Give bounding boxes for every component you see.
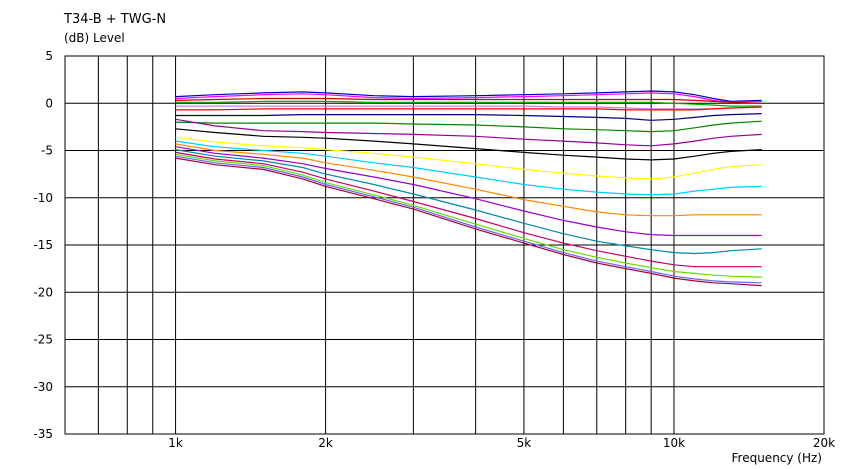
y-tick-label: -15 [33,238,53,252]
series-line-16 [175,151,762,268]
x-tick-label: 5k [517,436,532,450]
series-line-3 [175,97,762,104]
series-line-12 [175,140,762,196]
y-tick-label: 0 [45,96,53,110]
series-line-13 [175,143,762,217]
y-tick-label: -35 [33,427,53,441]
series-line-14 [175,146,762,237]
series-line-8 [175,120,762,133]
y-axis-label: (dB) Level [64,31,125,45]
y-tick-label: -30 [33,380,53,394]
y-tick-label: 5 [45,49,53,63]
series-line-11 [175,136,762,180]
series-line-1 [175,90,762,103]
series-line-7 [175,113,762,121]
x-axis-label: Frequency (Hz) [731,451,823,465]
y-tick-label: -25 [33,333,53,347]
series-line-10 [175,128,762,161]
chart-title: T34-B + TWG-N [64,12,167,27]
series-line-2 [175,92,762,103]
series-line-9 [175,118,762,147]
y-tick-label: -10 [33,191,53,205]
y-tick-label: -20 [33,285,53,299]
y-tick-label: -5 [41,144,53,158]
x-tick-label: 20k [813,436,835,450]
series-line-17 [175,153,762,278]
series-line-5 [175,105,762,110]
series-line-15 [175,149,762,255]
x-tick-label: 2k [318,436,333,450]
series-line-19 [175,157,762,287]
series-line-18 [175,155,762,284]
series-line-6 [175,106,762,111]
x-tick-label: 1k [168,436,183,450]
x-tick-label: 10k [663,436,685,450]
series-line-4 [175,100,762,107]
